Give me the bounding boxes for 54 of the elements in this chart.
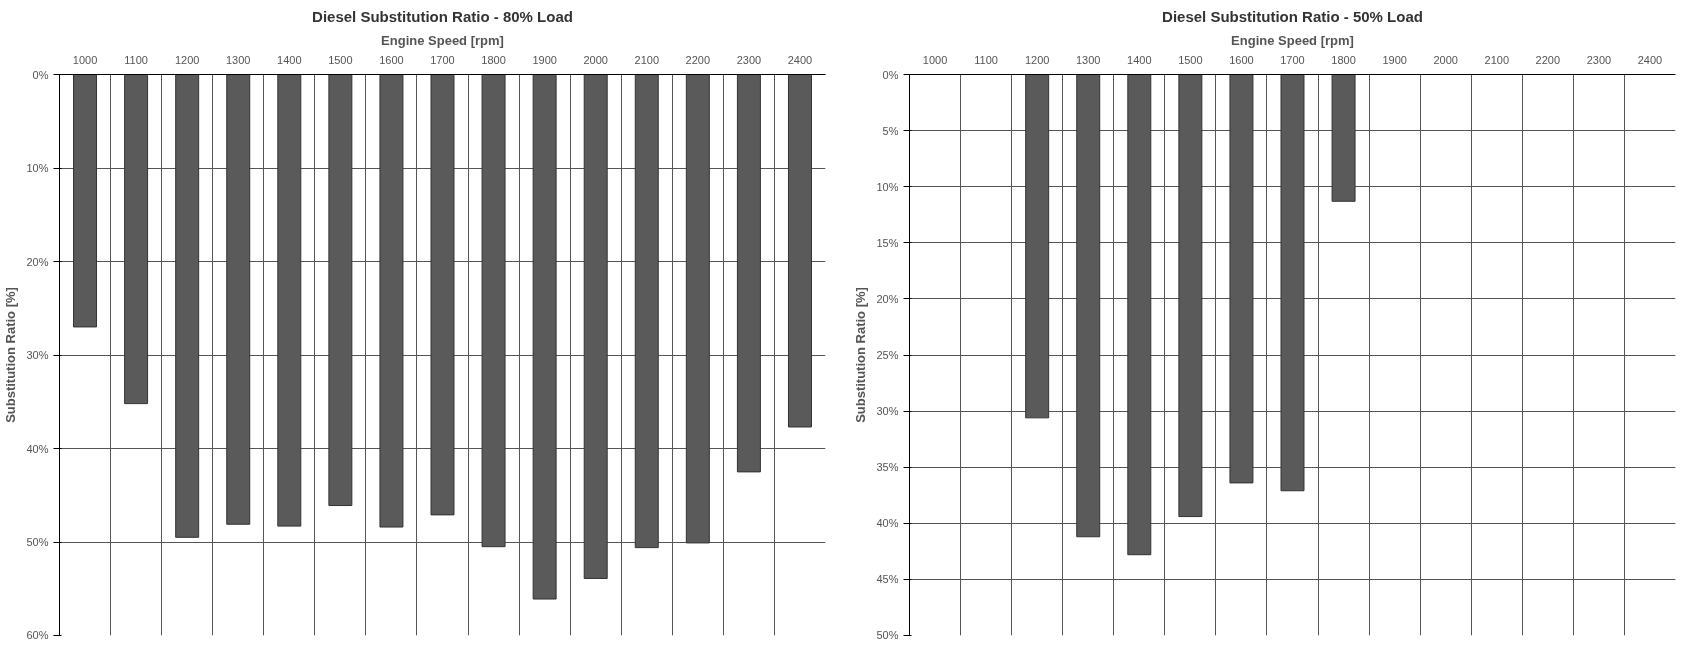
x-tick-label: 2100 (634, 53, 660, 66)
y-tick-label: 50% (26, 536, 49, 548)
x-tick-label: 1100 (124, 53, 148, 66)
y-tick-label: 20% (26, 255, 49, 268)
y-tick-label: 50% (876, 628, 899, 641)
y-tick-label: 15% (876, 236, 899, 249)
x-tick-label: 2300 (1586, 53, 1612, 66)
x-tick-label: 2400 (787, 53, 813, 66)
x-axis-title: Engine Speed [rpm] (1231, 32, 1354, 48)
y-tick-label: 0% (32, 68, 49, 81)
x-tick-label: 1400 (1127, 53, 1152, 66)
x-tick-label: 1200 (174, 53, 200, 66)
y-tick-label: 30% (876, 405, 899, 418)
y-tick-label: 35% (876, 461, 899, 474)
y-tick-label: 45% (876, 573, 899, 586)
x-tick-label: 1500 (328, 53, 353, 66)
x-tick-label: 2100 (1484, 53, 1510, 66)
y-tick-label: 25% (876, 349, 899, 361)
x-tick-label: 2400 (1637, 53, 1663, 66)
y-tick-label: 0% (882, 68, 899, 81)
x-tick-label: 2000 (1433, 53, 1458, 66)
x-tick-label: 1900 (1382, 53, 1407, 66)
y-tick-label: 5% (882, 124, 899, 137)
y-tick-label: 10% (876, 180, 899, 193)
y-tick-label: 40% (876, 517, 899, 530)
x-tick-label: 1700 (1280, 53, 1305, 66)
x-tick-label: 1300 (1076, 53, 1101, 66)
y-tick-label: 60% (26, 628, 49, 641)
x-tick-label: 2200 (1535, 53, 1561, 66)
y-tick-label: 40% (26, 442, 49, 455)
x-tick-label: 1600 (379, 53, 404, 66)
x-tick-label: 1900 (532, 53, 557, 66)
x-tick-label: 1000 (922, 53, 948, 66)
x-tick-label: 1400 (277, 53, 302, 66)
x-tick-label: 1800 (1331, 53, 1356, 66)
x-tick-label: 2300 (736, 53, 762, 66)
y-tick-label: 20% (876, 292, 899, 305)
y-tick-label: 10% (26, 162, 49, 174)
chart-title: Diesel Substitution Ratio - 50% Load (1162, 7, 1423, 25)
y-axis-title: Substitution Ratio [%] (3, 287, 19, 423)
chart-title: Diesel Substitution Ratio - 80% Load (312, 7, 573, 25)
x-tick-label: 1200 (1024, 53, 1050, 66)
y-axis-title: Substitution Ratio [%] (853, 287, 869, 423)
x-tick-label: 1000 (72, 53, 98, 66)
x-tick-label: 2200 (685, 53, 711, 66)
x-tick-label: 1700 (430, 53, 455, 66)
x-tick-label: 1100 (974, 53, 998, 66)
x-tick-label: 1800 (481, 53, 506, 66)
x-tick-label: 1500 (1178, 53, 1203, 66)
x-tick-label: 1300 (226, 53, 251, 66)
x-axis-title: Engine Speed [rpm] (381, 32, 504, 48)
x-tick-label: 1600 (1229, 53, 1254, 66)
x-tick-label: 2000 (583, 53, 608, 66)
y-tick-label: 30% (26, 349, 49, 361)
